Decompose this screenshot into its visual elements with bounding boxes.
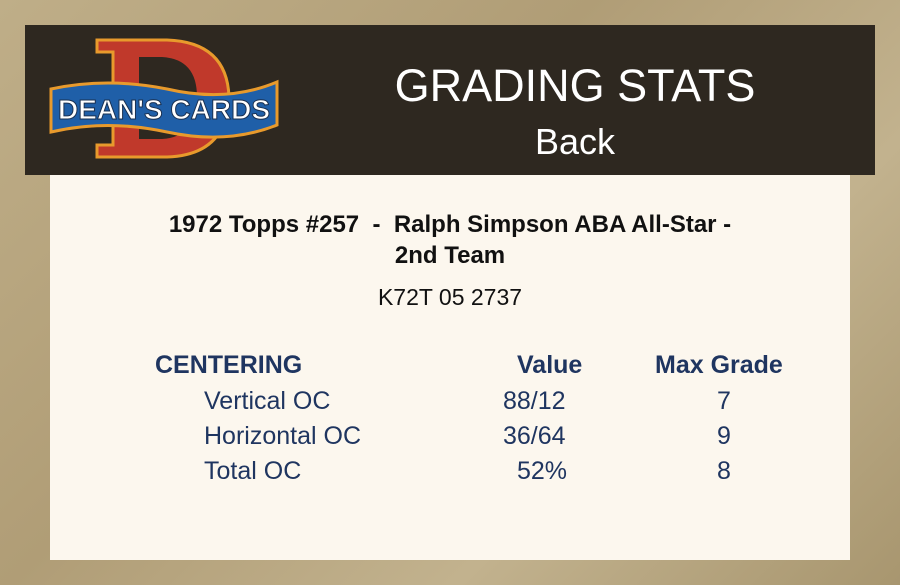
cert-number: K72T 05 2737 (377, 284, 523, 310)
page-title: GRADING STATS (394, 60, 756, 111)
row-label: Vertical OC (204, 387, 331, 415)
page-subtitle: Back (534, 121, 616, 162)
row-max-grade: 9 (717, 422, 731, 450)
card-title: 1972 Topps #257 - Ralph Simpson ABA All-… (168, 211, 732, 269)
header-centering: CENTERING (155, 351, 303, 379)
row-value: 52% (517, 457, 568, 485)
header-value: Value (517, 351, 583, 379)
stats-panel: 1972 Topps #257 - Ralph Simpson ABA All-… (50, 175, 850, 560)
row-max-grade: 8 (717, 457, 731, 485)
row-value: 88/12 (503, 387, 566, 415)
row-value: 36/64 (503, 422, 566, 450)
row-label: Total OC (204, 457, 302, 485)
header-max-grade: Max Grade (655, 351, 783, 379)
row-max-grade: 7 (717, 387, 731, 415)
svg-text:DEAN'S CARDS: DEAN'S CARDS (58, 94, 270, 125)
header: DEAN'S CARDS GRADING STATS Back (25, 25, 875, 175)
row-label: Horizontal OC (204, 422, 361, 450)
deans-cards-logo: DEAN'S CARDS (49, 38, 279, 159)
